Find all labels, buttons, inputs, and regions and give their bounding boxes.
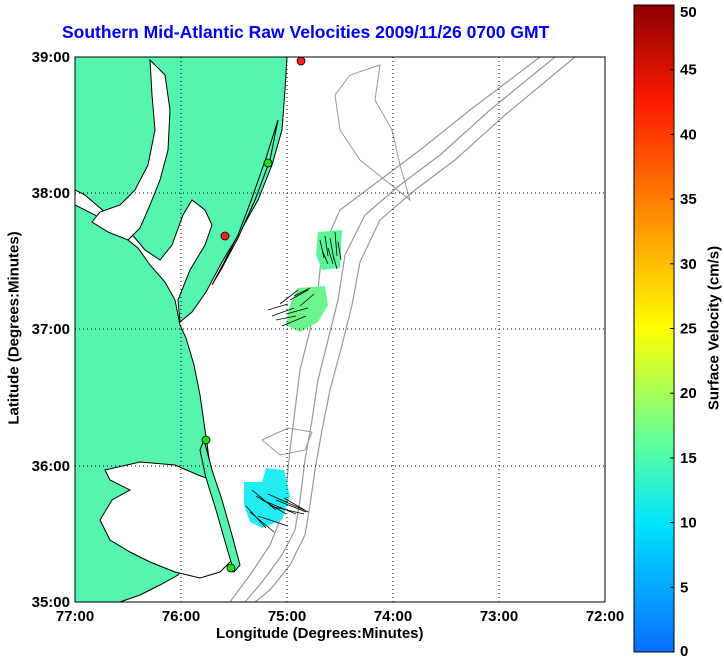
plot-frame xyxy=(74,56,606,603)
y-tick-2: 37:00 xyxy=(32,321,70,338)
colorbar-tick-label: 35 xyxy=(680,191,697,208)
x-tick-4: 73:00 xyxy=(480,608,518,625)
y-tick-1: 38:00 xyxy=(32,185,70,202)
station-marker-2 xyxy=(263,158,273,168)
y-axis-ticks: 39:00 38:00 37:00 36:00 35:00 xyxy=(32,49,70,611)
x-tick-5: 72:00 xyxy=(586,608,624,625)
station-marker-1 xyxy=(296,57,306,66)
colorbar-tick-label: 15 xyxy=(680,450,697,467)
x-axis-ticks: 77:00 76:00 75:00 74:00 73:00 72:00 xyxy=(56,608,624,625)
colorbar xyxy=(633,4,675,653)
colorbar-tick-label: 40 xyxy=(680,126,697,143)
bathymetry-contour-2 xyxy=(244,57,556,602)
map-title: Southern Mid-Atlantic Raw Velocities 200… xyxy=(62,22,550,42)
bathymetry-contour-4 xyxy=(334,64,411,202)
colorbar-tick-label: 45 xyxy=(680,62,697,79)
map-grid xyxy=(75,57,605,602)
x-tick-0: 77:00 xyxy=(56,608,94,625)
station-marker-3 xyxy=(220,231,230,241)
x-axis-label: Longitude (Degrees:Minutes) xyxy=(216,625,424,642)
colorbar-tick-label: 50 xyxy=(680,4,697,21)
water-chesapeake xyxy=(91,58,171,241)
colorbar-tick-label: 10 xyxy=(680,515,697,532)
x-tick-1: 76:00 xyxy=(162,608,200,625)
colorbar-tick-label: 20 xyxy=(680,385,697,402)
x-tick-3: 74:00 xyxy=(374,608,412,625)
y-tick-3: 36:00 xyxy=(32,458,70,475)
land-outer-banks xyxy=(199,438,241,574)
vector-cluster-north xyxy=(319,231,342,270)
bathymetry-contour-5 xyxy=(261,427,313,456)
bathymetry-contour-3 xyxy=(254,57,576,602)
land-eastern-shore-tip xyxy=(211,119,279,286)
velocity-patch-mid xyxy=(286,286,328,332)
water-pamlico-sound xyxy=(99,461,233,579)
velocity-patch-south xyxy=(244,468,290,528)
colorbar-tick-label: 0 xyxy=(680,643,688,659)
colorbar-tick-label: 25 xyxy=(680,321,697,338)
y-tick-4: 35:00 xyxy=(32,594,70,611)
colorbar-tick-label: 5 xyxy=(680,579,688,596)
colorbar-ticks: 0 5 10 15 20 25 30 35 40 45 50 xyxy=(670,4,697,659)
vector-cluster-mid xyxy=(267,287,315,327)
y-axis-label: Latitude (Degrees:Minutes) xyxy=(5,231,23,425)
station-marker-5 xyxy=(226,563,236,573)
y-tick-0: 39:00 xyxy=(32,49,70,66)
x-tick-2: 75:00 xyxy=(268,608,306,625)
station-marker-4 xyxy=(201,435,211,445)
colorbar-tick-label: 30 xyxy=(680,256,697,273)
colorbar-label: Surface Velocity (cm/s) xyxy=(705,245,723,411)
